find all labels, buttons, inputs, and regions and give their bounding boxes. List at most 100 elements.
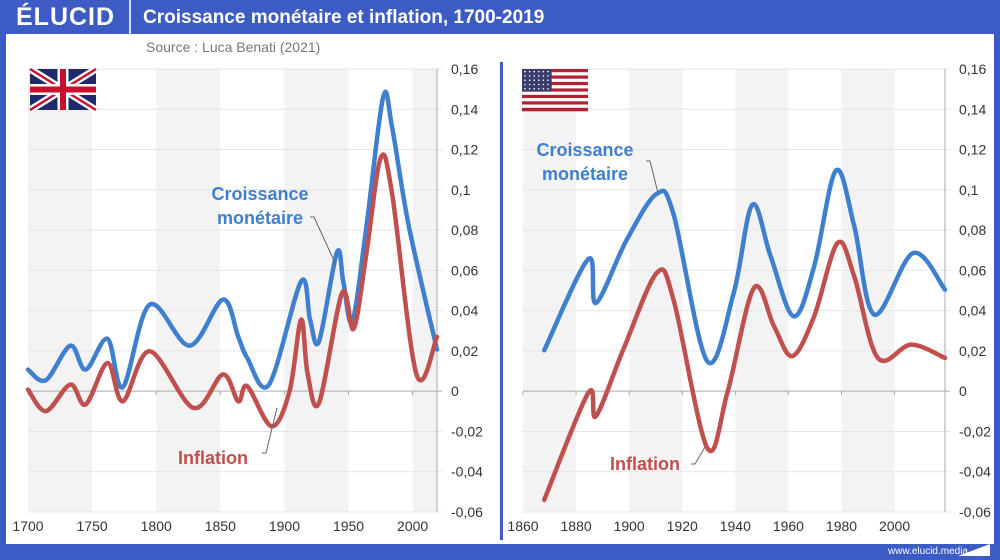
flag-star [542, 75, 545, 77]
footer-url[interactable]: www.elucid.media [887, 546, 968, 557]
flag-cross-red [30, 69, 96, 110]
y-tick-label: 0,06 [451, 262, 478, 278]
flag-star [533, 83, 535, 86]
x-tick-label: 1750 [77, 518, 108, 534]
x-tick-label: 2000 [879, 518, 910, 534]
y-tick-label: -0,06 [959, 504, 991, 520]
flag-star [524, 88, 526, 90]
x-tick-label: 1920 [667, 518, 698, 534]
us-flag-icon [522, 69, 588, 112]
leader-line [691, 446, 706, 465]
flag-star [528, 83, 531, 86]
background-band [523, 69, 577, 512]
x-tick-label: 1700 [12, 518, 43, 534]
y-tick-label: 0 [959, 383, 967, 399]
flag-star [547, 70, 549, 73]
flag-stripe [522, 91, 588, 96]
flag-star [524, 83, 526, 86]
money-growth-label: Croissance [211, 184, 308, 204]
flag-star [533, 70, 535, 73]
flag-stripe [522, 94, 588, 99]
flag-star [538, 70, 540, 73]
x-tick-label: 1900 [269, 518, 300, 534]
flag-star [524, 75, 526, 77]
flag-star [542, 70, 545, 73]
inflation-line [541, 239, 948, 503]
y-tick-label: 0,02 [451, 343, 478, 359]
flag-star [538, 88, 540, 90]
flag-stripe [522, 78, 588, 83]
flag-star [533, 88, 535, 90]
money-growth-line [25, 89, 440, 390]
header-separator [129, 0, 131, 34]
flag-star [524, 79, 526, 81]
background-band [156, 69, 221, 512]
background-band [841, 69, 895, 512]
flag-stripe [522, 75, 588, 79]
x-tick-label: 1900 [614, 518, 645, 534]
flag-star [524, 70, 526, 73]
y-tick-label: 0,1 [959, 182, 979, 198]
flag-star [528, 88, 531, 90]
flag-stripe [522, 101, 588, 105]
y-tick-label: 0,04 [451, 303, 478, 319]
y-tick-label: 0,08 [451, 222, 478, 238]
flag-stripe [522, 72, 588, 76]
y-tick-label: 0 [451, 383, 459, 399]
flag-star [542, 88, 545, 90]
elucid-arrow-icon [958, 544, 990, 556]
leader-line [262, 407, 278, 454]
source-note: Source : Luca Benati (2021) [146, 39, 321, 55]
flag-star [528, 70, 531, 73]
money-growth-label: Croissance [536, 140, 633, 160]
flag-star [547, 88, 549, 90]
flag-star [528, 79, 531, 81]
x-tick-label: 1880 [561, 518, 592, 534]
flag-star [547, 83, 549, 86]
x-tick-label: 1940 [720, 518, 751, 534]
x-tick-label: 1980 [826, 518, 857, 534]
uk-flag-icon [28, 66, 98, 113]
background-band [629, 69, 683, 512]
x-tick-label: 1950 [333, 518, 364, 534]
flag-stripe [522, 69, 588, 73]
inflation-line [25, 152, 440, 429]
money-growth-label: monétaire [542, 164, 628, 184]
y-tick-label: -0,04 [451, 464, 483, 480]
us-chart: 0,16 0,14 0,12 0,1 0,08 0,06 0,04 0,02 0 -0,02 -0,… [507, 61, 991, 534]
flag-canton [522, 69, 552, 92]
flag-star [542, 83, 545, 86]
y-tick-label: 0,06 [959, 262, 986, 278]
inflation-label: Inflation [178, 448, 248, 468]
x-tick-label: 1860 [507, 518, 538, 534]
y-tick-label: 0,16 [959, 61, 986, 77]
y-tick-label: 0,16 [451, 61, 478, 77]
y-tick-label: -0,02 [451, 423, 483, 439]
flag-star [538, 83, 540, 86]
y-tick-label: 0,08 [959, 222, 986, 238]
x-tick-label: 1850 [205, 518, 236, 534]
flag-stripe [522, 107, 588, 112]
flag-star [547, 75, 549, 77]
money-growth-line [541, 167, 948, 366]
flag-star [533, 79, 535, 81]
y-tick-label: 0,14 [959, 101, 986, 117]
flag-stripe [522, 104, 588, 109]
y-tick-label: 0,02 [959, 343, 986, 359]
flag-star [528, 75, 531, 77]
page-title: Croissance monétaire et inflation, 1700-… [143, 7, 545, 28]
money-growth-label: monétaire [217, 208, 303, 228]
flag-stripe [522, 81, 588, 86]
y-tick-label: 0,12 [451, 142, 478, 158]
background-band [284, 69, 349, 512]
x-tick-label: 1800 [141, 518, 172, 534]
flag-stripe [522, 85, 588, 89]
inflation-label: Inflation [610, 454, 680, 474]
header-bar: ÉLUCID Croissance monétaire et inflation… [0, 0, 1000, 34]
uk-chart: 0,16 0,14 0,12 0,1 0,08 0,06 0,04 0,02 0 -0,02 -0,… [12, 61, 483, 534]
flag-star [547, 79, 549, 81]
y-tick-label: 0,14 [451, 101, 478, 117]
y-tick-label: -0,02 [959, 423, 991, 439]
elucid-logo: ÉLUCID [16, 3, 116, 31]
